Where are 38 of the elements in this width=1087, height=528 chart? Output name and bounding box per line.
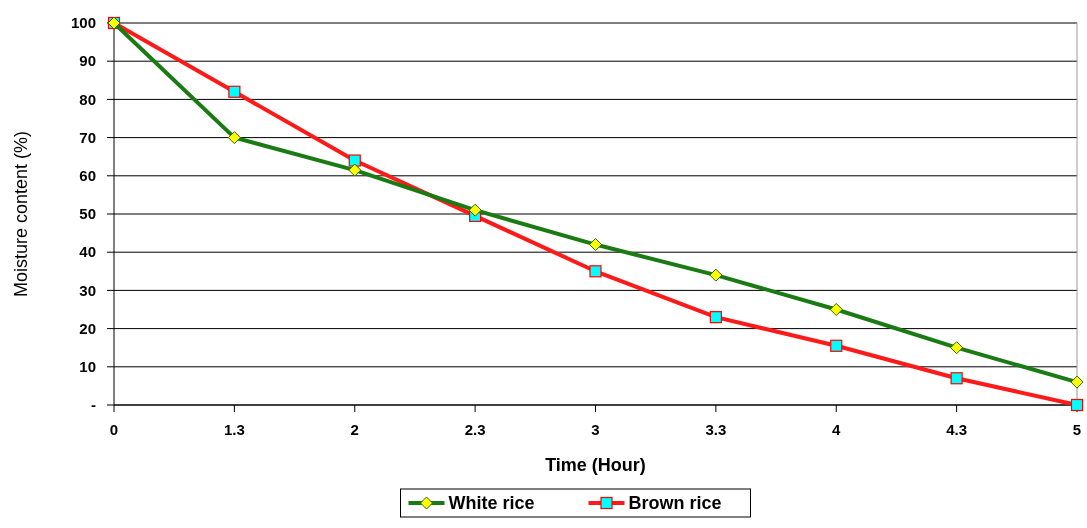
y-tick-label: 10: [79, 358, 96, 376]
point: [589, 238, 602, 252]
x-tick-label: 3: [591, 421, 600, 438]
legend-label: White rice: [448, 493, 535, 514]
x-tick-label: 5: [1072, 421, 1082, 438]
y-tick-label: 90: [79, 52, 96, 70]
y-tick-label: 30: [79, 281, 96, 299]
point: [589, 265, 602, 278]
point: [950, 341, 964, 355]
point: [1070, 375, 1084, 389]
point: [950, 372, 963, 385]
x-axis-title: Time (Hour): [545, 455, 646, 475]
x-tick-label: 2.3: [464, 421, 486, 438]
x-tick-label: 4: [832, 421, 842, 438]
x-tick-label: 1.3: [223, 421, 245, 438]
point: [830, 339, 843, 352]
y-tick-label: 80: [79, 90, 96, 108]
point: [829, 303, 843, 316]
y-tick-label: 70: [79, 128, 96, 146]
point: [228, 85, 241, 98]
y-tick-label: 50: [79, 205, 96, 223]
point: [709, 268, 723, 282]
x-tick-label: 3.3: [705, 421, 727, 438]
y-tick-label: 60: [79, 167, 96, 185]
x-tick-label: 2: [350, 421, 359, 438]
x-tick-label: 0: [109, 421, 119, 438]
point: [348, 163, 362, 177]
y-tick-label: 40: [79, 243, 96, 261]
point: [709, 311, 722, 324]
y-tick-label: 20: [79, 319, 96, 337]
x-tick-label: 4.3: [946, 421, 968, 438]
legend-label: Brown rice: [628, 493, 722, 514]
point: [227, 131, 241, 145]
y-axis-title: Moisture content (%): [11, 130, 31, 298]
y-tick-label: -: [91, 396, 96, 414]
point: [468, 203, 482, 217]
y-tick-label: 100: [70, 14, 96, 32]
point: [348, 154, 361, 167]
